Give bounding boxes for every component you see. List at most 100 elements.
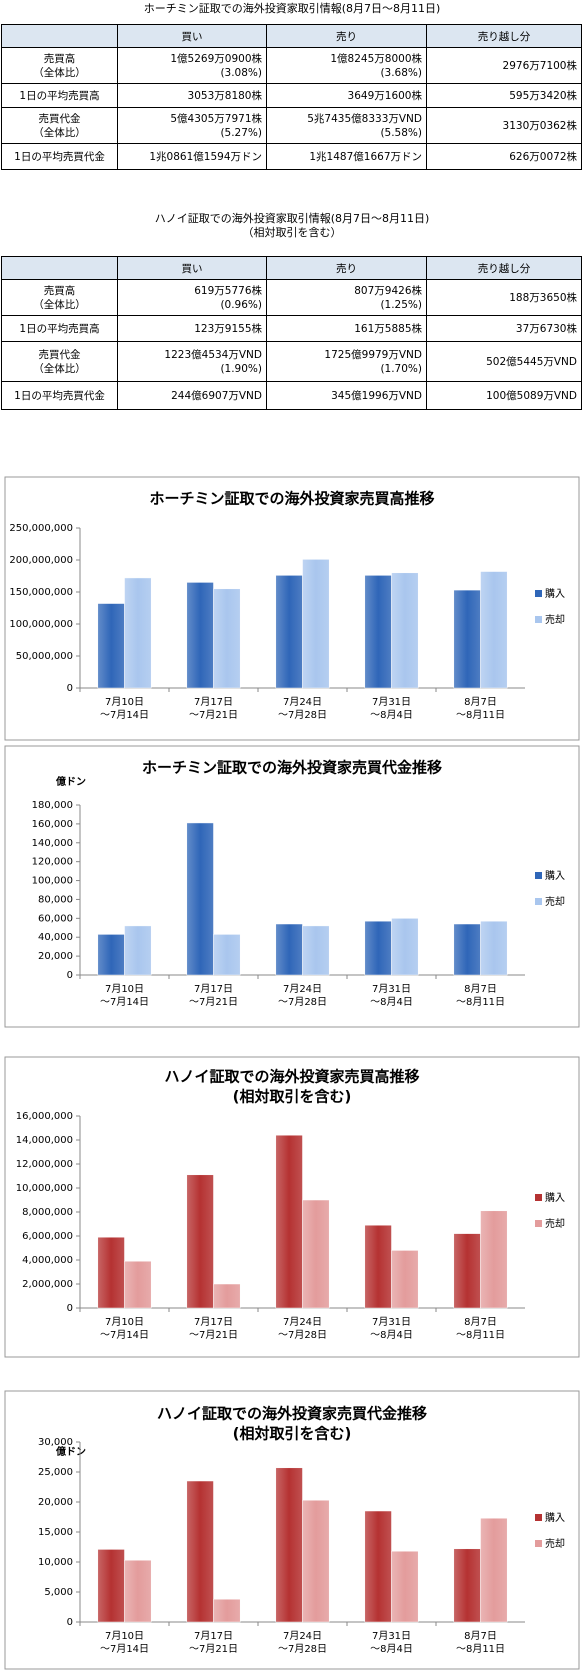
legend-label: 購入 <box>545 869 565 882</box>
value-cell: 2976万7100株 <box>426 47 582 84</box>
bar <box>453 923 481 976</box>
legend-swatch <box>535 590 542 597</box>
value-cell: 1億8245万8000株 (3.68%) <box>266 47 427 84</box>
y-axis-label: 億ドン <box>55 1445 86 1458</box>
y-tick-label: 20,000 <box>38 1497 73 1508</box>
cell-line: 1億8245万8000株 <box>330 52 422 65</box>
y-tick-label: 20,000 <box>38 951 73 962</box>
table-row: 売買高 （全体比） 1億5269万0900株 (3.08%) 1億8245万8000株(… <box>1 47 582 84</box>
row-label-cell: 1日の平均売買代金 <box>1 381 118 410</box>
cell-line: 161万5885株 <box>354 322 422 335</box>
corner-cell <box>1 24 118 48</box>
x-tick-label: 〜8月4日 <box>370 1643 413 1655</box>
cell-line: (5.58%) <box>380 126 422 139</box>
x-tick-label: 〜7月21日 <box>189 1329 238 1341</box>
value-cell: 5億4305万7971株 (5.27%) <box>117 107 267 144</box>
x-tick-label: 〜8月11日 <box>456 709 505 721</box>
bar <box>480 1517 508 1623</box>
x-tick-label: 7月31日 <box>372 1316 411 1328</box>
bar <box>213 1283 241 1309</box>
x-tick-label: 〜7月28日 <box>278 1329 327 1341</box>
bar <box>364 1224 392 1309</box>
cell-line: 502億5445万VND <box>486 355 577 368</box>
bar <box>213 934 241 976</box>
bar <box>186 582 214 689</box>
bar <box>124 925 152 976</box>
table-row: 1日の平均売買代金 1兆0861億1594万ドン 1兆1487億1667万ドン 626… <box>1 143 582 170</box>
cell-line: 売買高 <box>43 284 76 297</box>
x-tick-label: 〜8月4日 <box>370 709 413 721</box>
cell-line: 売買高 <box>43 52 76 65</box>
bar <box>186 1480 214 1623</box>
y-tick-label: 100,000 <box>32 876 73 887</box>
bar <box>480 920 508 976</box>
header-cell: 売り <box>266 256 427 280</box>
cell-line: 1日の平均売買代金 <box>14 389 105 402</box>
bar <box>453 589 481 689</box>
x-tick-label: 〜7月28日 <box>278 996 327 1008</box>
x-tick-label: 7月10日 <box>105 983 144 995</box>
x-tick-label: 7月17日 <box>194 983 233 995</box>
cell-line: 123万9155株 <box>194 322 262 335</box>
bar <box>302 1499 330 1623</box>
cell-line: 1日の平均売買代金 <box>14 150 105 163</box>
y-tick-label: 0 <box>67 683 73 694</box>
value-cell: 619万5776株 (0.96%) <box>117 279 267 316</box>
y-tick-label: 30,000 <box>38 1437 73 1448</box>
y-tick-label: 5,000 <box>44 1587 73 1598</box>
cell-line: 5兆7435億8333万VND <box>307 112 422 125</box>
chart-title: ハノイ証取での海外投資家売買代金推移 <box>157 1405 427 1423</box>
chart-title: ホーチミン証取での海外投資家売買代金推移 <box>142 759 442 777</box>
bar <box>275 1134 303 1309</box>
header-cell: 売り越し分 <box>426 256 582 280</box>
bar <box>391 1550 419 1623</box>
bar <box>364 575 392 689</box>
value-cell: 244億6907万VND <box>117 381 267 410</box>
y-tick-label: 25,000 <box>38 1467 73 1478</box>
x-tick-label: 7月24日 <box>283 696 322 708</box>
cell-line: (0.96%) <box>220 298 262 311</box>
bar <box>186 822 214 976</box>
x-tick-label: 8月7日 <box>464 983 497 995</box>
cell-line: 3130万0362株 <box>502 119 577 132</box>
value-cell: 37万6730株 <box>426 315 582 342</box>
bar <box>364 1510 392 1623</box>
bar <box>391 572 419 689</box>
bar <box>480 571 508 689</box>
bar <box>97 1236 125 1309</box>
y-tick-label: 180,000 <box>32 800 73 811</box>
x-tick-label: 7月24日 <box>283 1630 322 1642</box>
bar <box>97 934 125 976</box>
x-tick-label: 〜8月11日 <box>456 1643 505 1655</box>
row-label-cell: 売買高 （全体比） <box>1 47 118 84</box>
x-tick-label: 7月24日 <box>283 983 322 995</box>
x-tick-label: 8月7日 <box>464 1630 497 1642</box>
legend-label: 売却 <box>545 895 565 908</box>
cell-line: 188万3650株 <box>509 291 577 304</box>
header-cell: 買い <box>117 256 267 280</box>
header-row: 買い 売り 売り越し分 <box>1 256 582 280</box>
table-row: 売買代金 （全体比） 5億4305万7971株 (5.27%) 5兆7435億8333万… <box>1 107 582 144</box>
x-tick-label: 7月10日 <box>105 1316 144 1328</box>
value-cell: 3130万0362株 <box>426 107 582 144</box>
bar <box>275 1467 303 1623</box>
y-tick-label: 8,000,000 <box>22 1207 73 1218</box>
y-tick-label: 250,000,000 <box>9 523 73 534</box>
cell-line: 5億4305万7971株 <box>170 112 262 125</box>
chart-subtitle: (相対取引を含む) <box>233 1425 352 1443</box>
x-tick-label: 〜8月11日 <box>456 1329 505 1341</box>
bar <box>302 1199 330 1309</box>
value-cell: 1兆1487億1667万ドン <box>266 143 427 170</box>
bar <box>124 577 152 689</box>
y-tick-label: 0 <box>67 970 73 981</box>
bar <box>213 588 241 689</box>
value-cell: 1億5269万0900株 (3.08%) <box>117 47 267 84</box>
y-tick-label: 4,000,000 <box>22 1255 73 1266</box>
value-cell: 1兆0861億1594万ドン <box>117 143 267 170</box>
y-tick-label: 40,000 <box>38 932 73 943</box>
table-title: ハノイ証取での海外投資家取引情報(8月7日〜8月11日) （相対取引を含む） <box>0 212 584 240</box>
value-cell: 161万5885株 <box>266 315 427 342</box>
bar <box>364 920 392 976</box>
x-tick-label: 〜7月21日 <box>189 1643 238 1655</box>
x-tick-label: 7月24日 <box>283 1316 322 1328</box>
